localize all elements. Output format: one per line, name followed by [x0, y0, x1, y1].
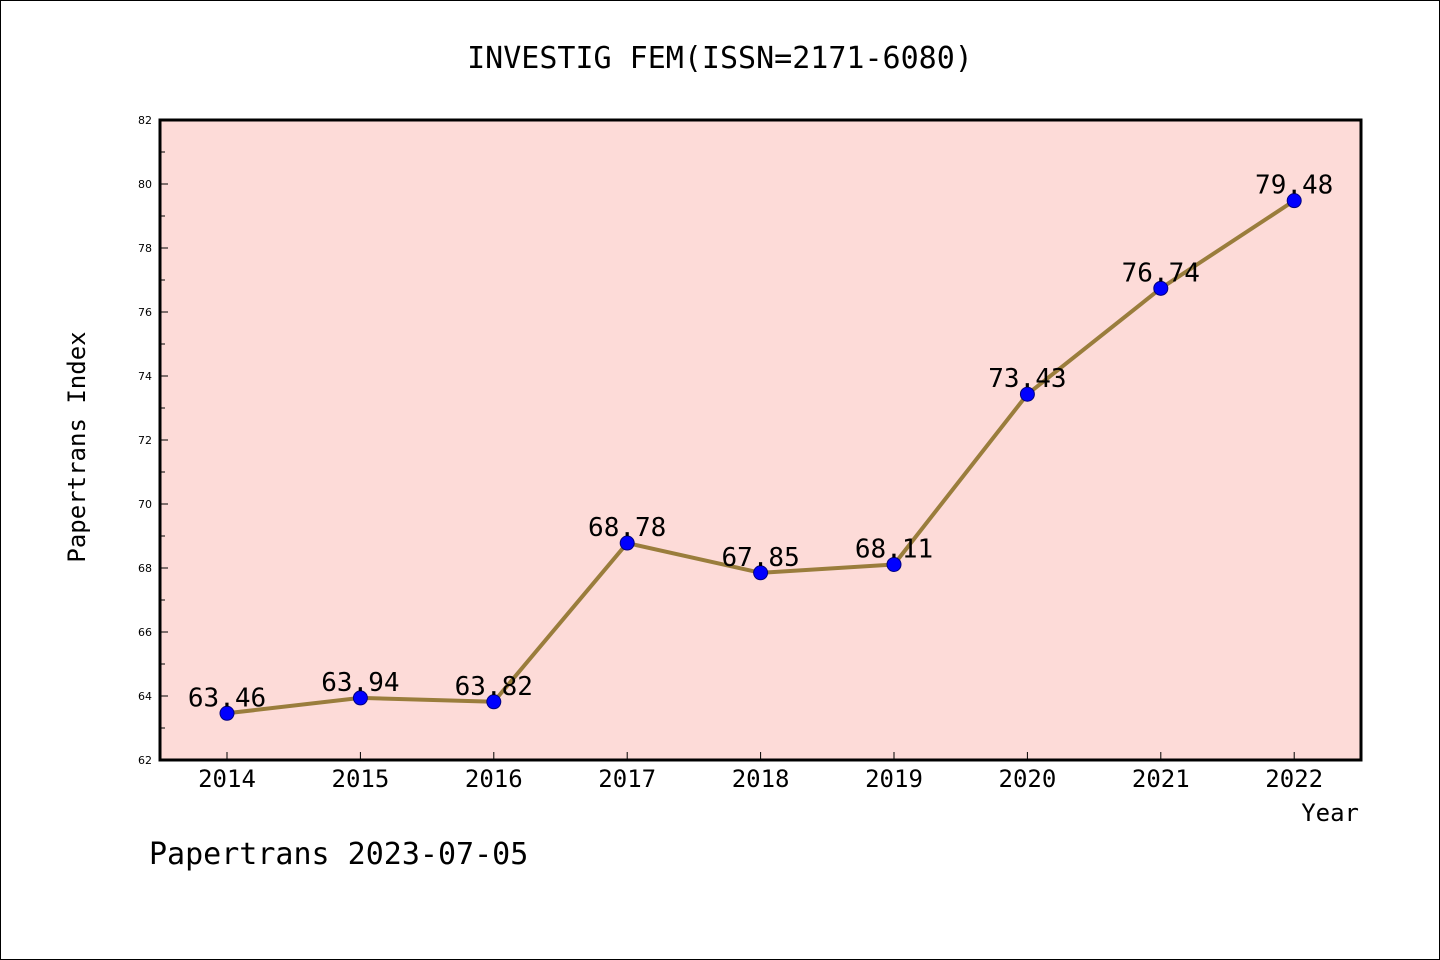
data-point	[486, 694, 502, 710]
data-point	[219, 705, 235, 721]
x-tick-label: 2015	[332, 765, 390, 793]
data-label: 63.94	[321, 668, 399, 698]
x-tick-label: 2017	[598, 765, 656, 793]
data-point	[619, 535, 635, 551]
plot-area	[158, 118, 1363, 762]
y-tick-label: 80	[138, 178, 152, 191]
x-axis: 2014 2015 2016 2017 2018 2019 2020 2021 2022	[198, 752, 1323, 793]
y-tick-label: 72	[138, 434, 152, 447]
x-axis-label: Year	[1301, 799, 1359, 827]
x-tick-label: 2018	[732, 765, 790, 793]
y-tick-label: 82	[138, 114, 152, 127]
data-point	[1019, 386, 1035, 402]
data-point	[886, 556, 902, 572]
y-tick-label: 74	[138, 370, 152, 383]
data-point	[1286, 193, 1302, 209]
data-label: 76.74	[1122, 258, 1200, 288]
data-point	[753, 565, 769, 581]
series-layer: 63.46 63.94 63.82 68.78 67.85 68.11 73.43 76.74…	[188, 171, 1333, 721]
y-tick-label: 62	[138, 754, 152, 767]
data-label: 68.11	[855, 534, 933, 564]
y-tick-label: 64	[138, 690, 152, 703]
data-label: 67.85	[721, 543, 799, 573]
data-point	[1153, 280, 1169, 296]
y-tick-label: 70	[138, 498, 152, 511]
x-tick-label: 2019	[865, 765, 923, 793]
footer-text: Papertrans 2023-07-05	[149, 837, 528, 872]
data-label: 79.48	[1255, 171, 1333, 201]
data-point	[352, 690, 368, 706]
data-label: 68.78	[588, 513, 666, 543]
x-tick-label: 2014	[198, 765, 256, 793]
data-label: 73.43	[988, 364, 1066, 394]
y-tick-label: 66	[138, 626, 152, 639]
y-tick-label: 68	[138, 562, 152, 575]
x-tick-label: 2016	[465, 765, 523, 793]
x-tick-label: 2021	[1132, 765, 1190, 793]
x-tick-label: 2022	[1265, 765, 1323, 793]
y-axis-label: Papertrans Index	[63, 331, 91, 562]
chart-title: INVESTIG FEM(ISSN=2171-6080)	[467, 41, 973, 76]
data-label: 63.82	[455, 672, 533, 702]
y-tick-label: 78	[138, 242, 152, 255]
y-tick-label: 76	[138, 306, 152, 319]
x-tick-label: 2020	[999, 765, 1057, 793]
y-axis: 62 64 66 68 70 72 74 76 78 80 82	[138, 114, 168, 767]
data-label: 63.46	[188, 683, 266, 713]
